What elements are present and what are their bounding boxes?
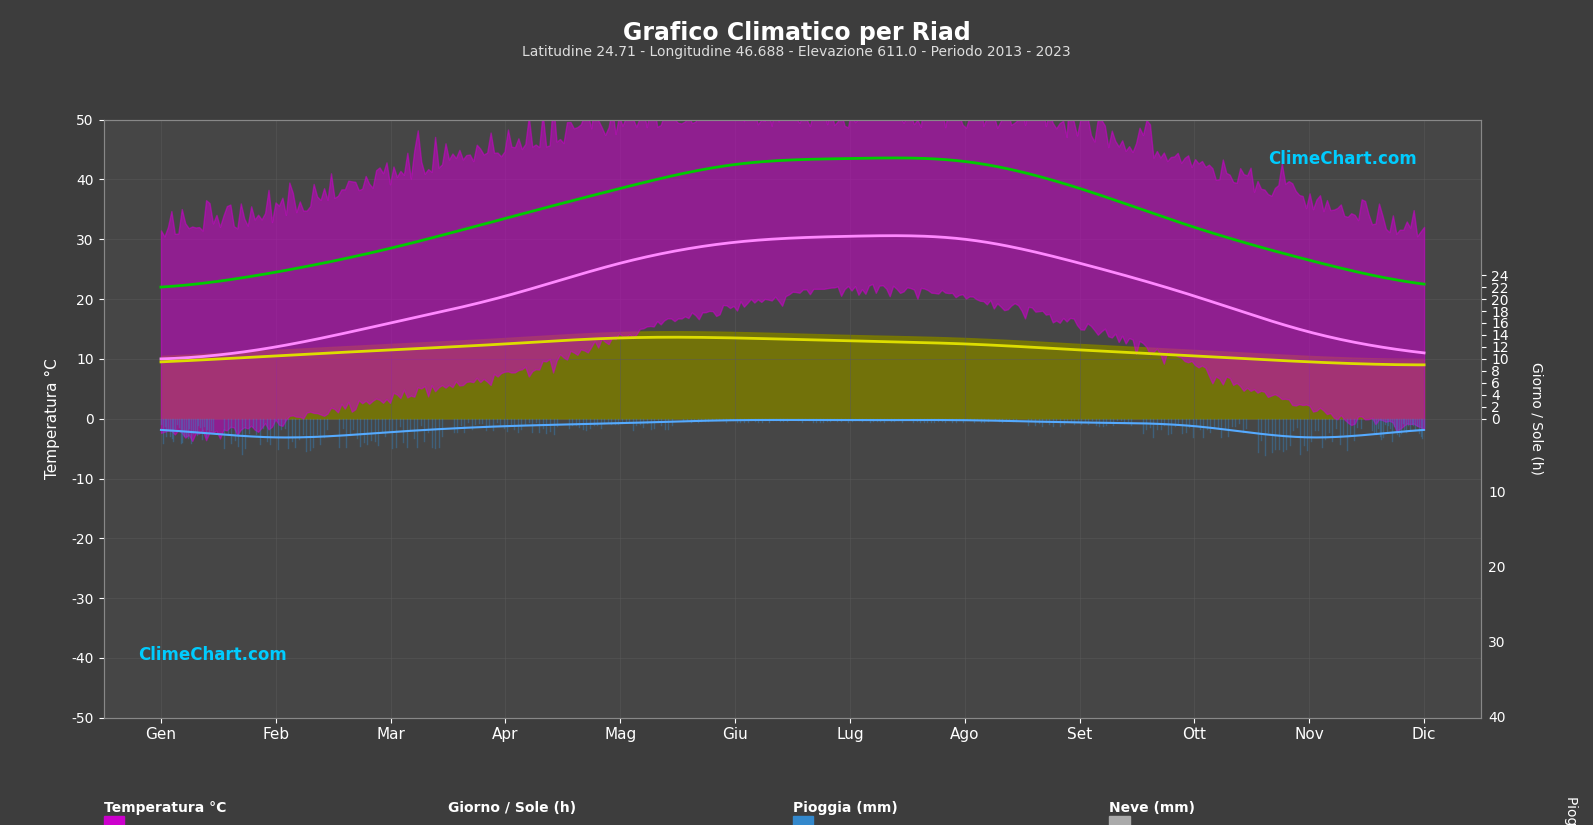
Bar — [1109, 817, 1129, 825]
Bar — [793, 817, 812, 825]
Text: 30: 30 — [1488, 636, 1505, 650]
Text: Temperatura °C: Temperatura °C — [104, 802, 226, 815]
Text: ClimeChart.com: ClimeChart.com — [139, 646, 287, 664]
Text: Neve (mm): Neve (mm) — [1109, 802, 1195, 815]
Text: Pioggia / Neve (mm): Pioggia / Neve (mm) — [1564, 796, 1579, 825]
Bar — [104, 817, 124, 825]
Y-axis label: Temperatura °C: Temperatura °C — [45, 358, 61, 479]
Text: 20: 20 — [1488, 561, 1505, 575]
Text: Pioggia (mm): Pioggia (mm) — [793, 802, 897, 815]
Text: 10: 10 — [1488, 487, 1505, 501]
Text: Giorno / Sole (h): Giorno / Sole (h) — [448, 802, 577, 815]
Text: 40: 40 — [1488, 711, 1505, 724]
Text: Grafico Climatico per Riad: Grafico Climatico per Riad — [623, 21, 970, 45]
Text: ClimeChart.com: ClimeChart.com — [1268, 149, 1416, 167]
Y-axis label: Giorno / Sole (h): Giorno / Sole (h) — [1529, 362, 1544, 475]
Text: Latitudine 24.71 - Longitudine 46.688 - Elevazione 611.0 - Periodo 2013 - 2023: Latitudine 24.71 - Longitudine 46.688 - … — [523, 45, 1070, 59]
